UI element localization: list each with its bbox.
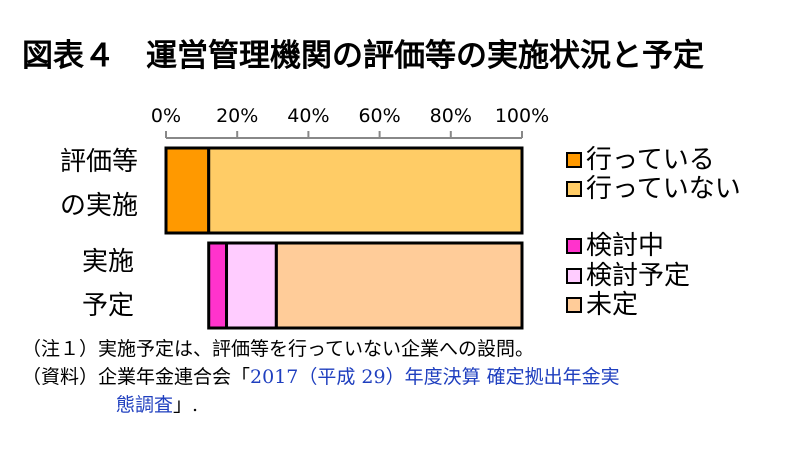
x-tick-label: 100% — [495, 105, 549, 127]
source-suffix: 」. — [173, 394, 199, 416]
x-axis: 0% 20% 40% 60% 80% 100% — [151, 105, 549, 139]
chart-title: 図表４ 運営管理機関の評価等の実施状況と予定 — [22, 38, 704, 74]
x-tick-label: 80% — [430, 105, 472, 127]
x-tick-label: 40% — [287, 105, 329, 127]
category-label-line: 評価等 — [59, 147, 138, 177]
bar-segment — [164, 146, 211, 235]
x-tick-label: 0% — [151, 105, 181, 127]
legend-swatch — [566, 181, 582, 197]
legend-item-plan-to-consider: 検討予定 — [566, 262, 690, 290]
legend-swatch — [566, 297, 582, 313]
category-label-evaluation: 評価等 の実施 — [44, 140, 154, 228]
bar-segment — [207, 241, 229, 330]
legend-swatch — [566, 152, 582, 168]
source-prefix: （資料）企業年金連合会「 — [22, 366, 251, 388]
legend-swatch — [566, 268, 582, 284]
legend-label: 未定 — [586, 290, 639, 320]
source-note: （資料）企業年金連合会「2017（平成 29）年度決算 確定拠出年金実 — [22, 364, 620, 390]
legend-label: 行っている — [586, 145, 715, 175]
legend-item-not-doing: 行っていない — [566, 175, 741, 203]
x-tick-label: 60% — [358, 105, 400, 127]
category-label-line: 予定 — [81, 291, 134, 321]
footnote: （注１）実施予定は、評価等を行っていない企業への設問。 — [22, 338, 535, 360]
source-title-continued: 態調査 — [116, 394, 174, 416]
legend-label: 行っていない — [586, 174, 741, 204]
source-title: 2017（平成 29）年度決算 確定拠出年金実 — [250, 366, 620, 388]
legend-label: 検討予定 — [586, 261, 691, 291]
legend-item-doing: 行っている — [566, 146, 715, 174]
legend-swatch — [566, 238, 582, 254]
bar-segment — [207, 146, 524, 235]
x-tick-label: 20% — [216, 105, 258, 127]
legend-item-considering: 検討中 — [566, 232, 664, 260]
category-label-line: 実施 — [81, 247, 134, 277]
bar-segment — [274, 241, 524, 330]
category-label-plan: 実施 予定 — [60, 240, 156, 328]
legend-label: 検討中 — [586, 231, 665, 261]
source-note-continued: 態調査」. — [116, 392, 198, 418]
bars — [164, 146, 524, 330]
bar-segment — [225, 241, 278, 330]
category-label-line: の実施 — [59, 191, 138, 221]
legend-item-undecided: 未定 — [566, 291, 638, 319]
